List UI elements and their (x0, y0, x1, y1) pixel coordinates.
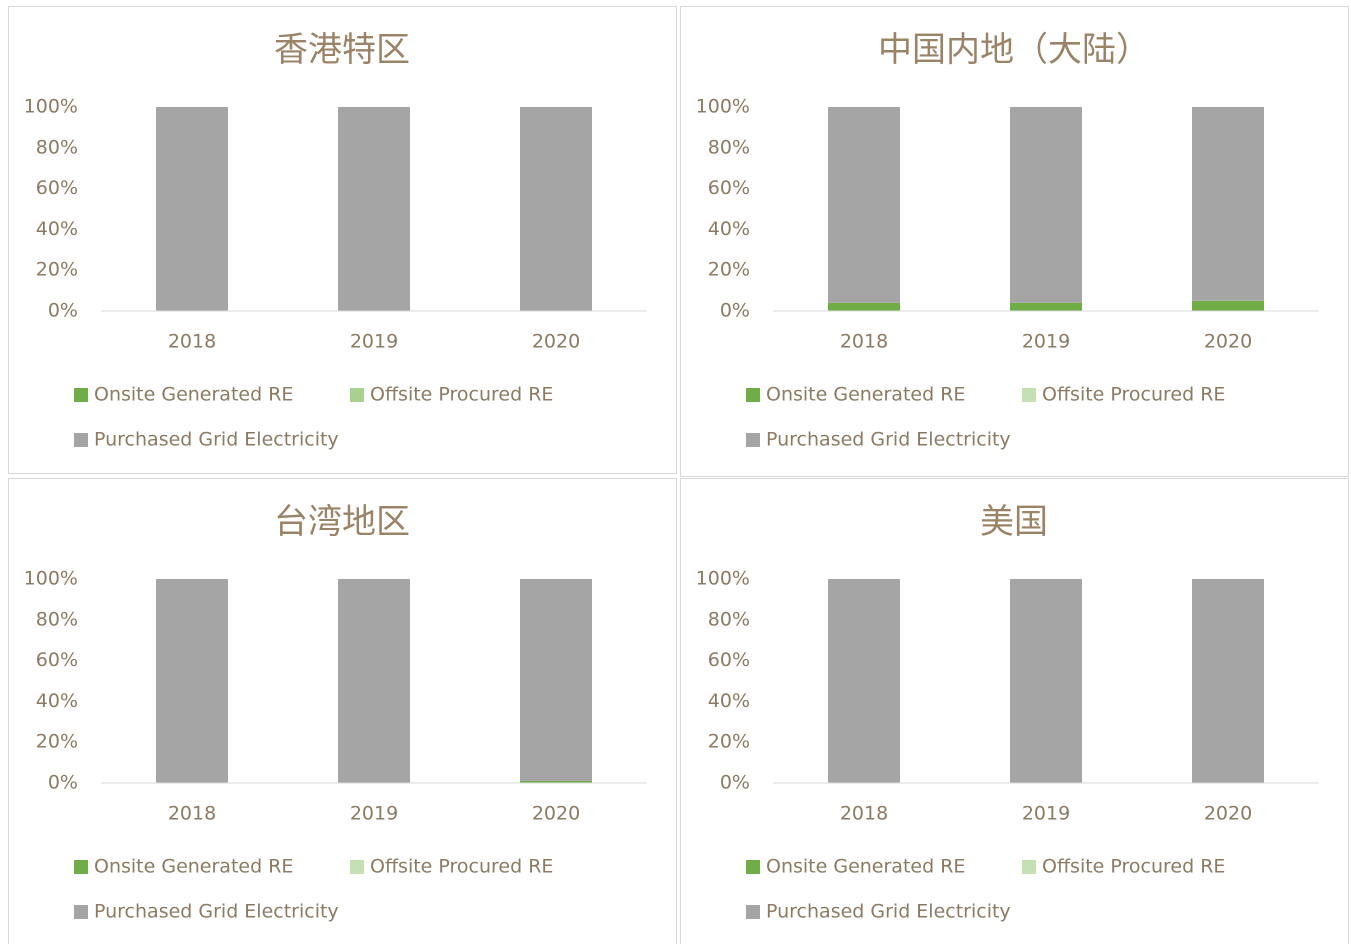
legend-swatch (350, 860, 364, 874)
x-tick-label: 2019 (350, 803, 398, 825)
x-tick-label: 2018 (840, 331, 888, 353)
bar-segment (1010, 107, 1082, 303)
legend-swatch (746, 905, 760, 919)
y-tick-label: 80% (36, 136, 78, 158)
x-tick-label: 2020 (1204, 331, 1252, 353)
x-tick-label: 2020 (1204, 803, 1252, 825)
y-tick-label: 100% (696, 568, 750, 590)
x-tick-label: 2019 (1022, 331, 1070, 353)
bar-segment (156, 579, 228, 783)
bar-segment (156, 107, 228, 311)
legend-swatch (746, 388, 760, 402)
x-tick-label: 2019 (350, 331, 398, 353)
chart-title: 台湾地区 (274, 502, 410, 542)
y-tick-label: 0% (48, 300, 78, 322)
bar-segment (520, 780, 592, 783)
bar-segment (828, 302, 900, 311)
legend-label: Offsite Procured RE (370, 856, 553, 878)
y-tick-label: 20% (708, 731, 750, 753)
bar-segment (1192, 107, 1264, 301)
y-tick-label: 40% (36, 690, 78, 712)
bar-segment (338, 579, 410, 783)
x-tick-label: 2020 (532, 331, 580, 353)
chart-title: 美国 (980, 502, 1048, 542)
legend-swatch (746, 860, 760, 874)
chart-title: 中国内地（大陆） (878, 30, 1150, 70)
legend-label: Purchased Grid Electricity (94, 901, 339, 923)
y-tick-label: 100% (24, 96, 78, 118)
y-tick-label: 20% (708, 259, 750, 281)
x-tick-label: 2019 (1022, 803, 1070, 825)
y-tick-label: 80% (708, 608, 750, 630)
legend-swatch (1022, 860, 1036, 874)
legend-swatch (74, 905, 88, 919)
y-tick-label: 100% (24, 568, 78, 590)
x-tick-label: 2018 (168, 331, 216, 353)
bar-segment (338, 107, 410, 311)
bar-segment (520, 107, 592, 311)
x-tick-label: 2020 (532, 803, 580, 825)
y-tick-label: 100% (696, 96, 750, 118)
legend-label: Onsite Generated RE (94, 856, 293, 878)
legend-label: Purchased Grid Electricity (766, 429, 1011, 451)
y-tick-label: 60% (36, 649, 78, 671)
legend-label: Onsite Generated RE (766, 856, 965, 878)
legend-swatch (1022, 388, 1036, 402)
legend-swatch (350, 388, 364, 402)
y-tick-label: 0% (48, 772, 78, 794)
legend-label: Purchased Grid Electricity (766, 901, 1011, 923)
y-tick-label: 0% (720, 300, 750, 322)
bar-segment (520, 579, 592, 781)
legend-label: Offsite Procured RE (1042, 384, 1225, 406)
y-tick-label: 40% (708, 690, 750, 712)
legend-swatch (74, 860, 88, 874)
x-tick-label: 2018 (840, 803, 888, 825)
y-tick-label: 20% (36, 259, 78, 281)
legend-swatch (746, 433, 760, 447)
y-tick-label: 80% (708, 136, 750, 158)
y-tick-label: 60% (708, 177, 750, 199)
y-tick-label: 40% (708, 218, 750, 240)
legend-label: Onsite Generated RE (94, 384, 293, 406)
chart-title: 香港特区 (274, 30, 410, 70)
bar-segment (828, 579, 900, 783)
bar-segment (1010, 579, 1082, 783)
bar-segment (1010, 302, 1082, 311)
y-tick-label: 40% (36, 218, 78, 240)
legend-swatch (74, 388, 88, 402)
bar-segment (828, 107, 900, 303)
x-tick-label: 2018 (168, 803, 216, 825)
legend-label: Offsite Procured RE (1042, 856, 1225, 878)
y-tick-label: 20% (36, 731, 78, 753)
legend-label: Onsite Generated RE (766, 384, 965, 406)
y-tick-label: 60% (708, 649, 750, 671)
bar-segment (1192, 579, 1264, 783)
legend-label: Offsite Procured RE (370, 384, 553, 406)
y-tick-label: 0% (720, 772, 750, 794)
legend-swatch (74, 433, 88, 447)
y-tick-label: 60% (36, 177, 78, 199)
y-tick-label: 80% (36, 608, 78, 630)
bar-segment (1192, 300, 1264, 311)
legend-label: Purchased Grid Electricity (94, 429, 339, 451)
